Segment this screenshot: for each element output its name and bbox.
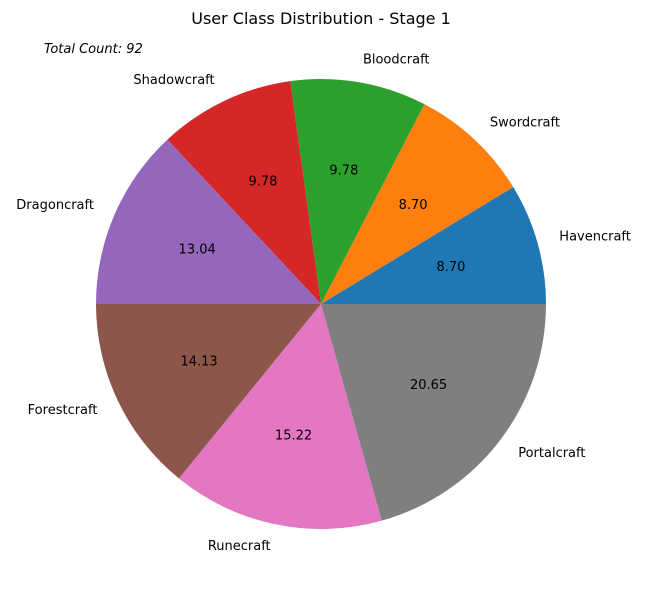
slice-dragoncraft: [96, 139, 321, 304]
total-count-annotation: Total Count: 92: [44, 42, 143, 57]
slice-value-bloodcraft: 9.78: [329, 163, 358, 178]
slice-shadowcraft: [167, 81, 321, 304]
slice-label-shadowcraft: Shadowcraft: [133, 73, 214, 88]
slice-bloodcraft: [290, 79, 425, 304]
slice-value-portalcraft: 20.65: [410, 378, 447, 393]
slice-label-forestcraft: Forestcraft: [28, 403, 98, 418]
slice-value-shadowcraft: 9.78: [249, 175, 278, 190]
slice-value-dragoncraft: 13.04: [179, 243, 216, 258]
slice-label-swordcraft: Swordcraft: [490, 116, 560, 131]
slice-label-portalcraft: Portalcraft: [518, 446, 585, 461]
slice-label-dragoncraft: Dragoncraft: [16, 198, 94, 213]
slice-label-bloodcraft: Bloodcraft: [363, 53, 430, 68]
slice-forestcraft: [96, 304, 321, 479]
slice-value-forestcraft: 14.13: [180, 354, 217, 369]
slice-label-havencraft: Havencraft: [559, 230, 631, 245]
slice-havencraft: [321, 187, 546, 304]
slice-label-runecraft: Runecraft: [208, 539, 271, 554]
slice-portalcraft: [321, 304, 546, 521]
slice-swordcraft: [321, 104, 514, 304]
pie-slices: [96, 79, 546, 530]
pie-labels: Havencraft 8.70 Swordcraft 8.70 Bloodcraft 9.…: [16, 53, 631, 554]
slice-runecraft: [179, 304, 382, 530]
slice-value-runecraft: 15.22: [275, 429, 312, 444]
slice-value-swordcraft: 8.70: [399, 198, 428, 213]
slice-value-havencraft: 8.70: [437, 260, 466, 275]
chart-title: User Class Distribution - Stage 1: [191, 9, 451, 28]
